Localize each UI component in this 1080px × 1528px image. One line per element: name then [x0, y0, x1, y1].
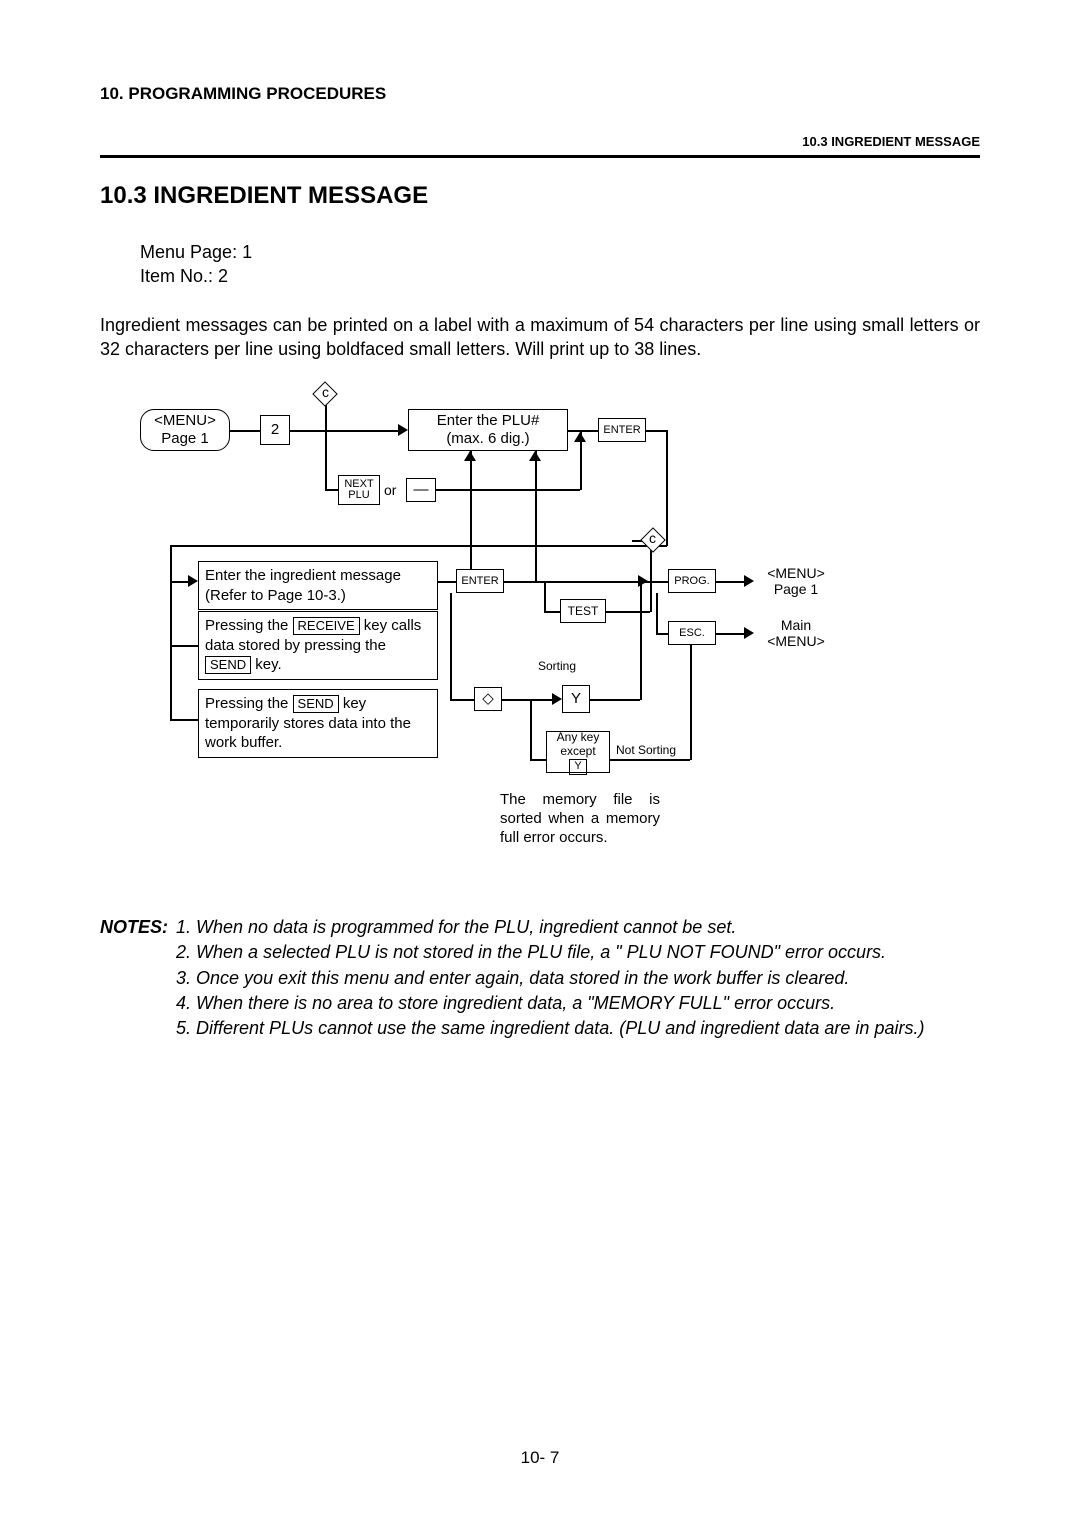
- connector: [504, 581, 544, 583]
- enter-key-box: ENTER: [598, 418, 646, 442]
- enter-ingredient-box: Enter the ingredient message (Refer to P…: [198, 561, 438, 610]
- send-msg-box: Pressing the SEND key temporarily stores…: [198, 689, 438, 758]
- main-menu-label: Main <MENU>: [756, 617, 836, 649]
- connector: [535, 451, 537, 581]
- connector: [544, 581, 668, 583]
- connector: [170, 581, 190, 583]
- connector: [530, 699, 532, 759]
- connector: [325, 430, 327, 490]
- connector: [666, 430, 668, 546]
- connector: [170, 581, 172, 721]
- flowchart: <MENU> Page 1 2 Enter the PLU# (max. 6 d…: [140, 385, 940, 885]
- arrow-icon: [529, 451, 541, 461]
- connector: [640, 581, 642, 700]
- connector: [170, 545, 172, 581]
- diamond-box: ◇: [474, 687, 502, 711]
- menu-page-line: Menu Page: 1: [140, 240, 980, 264]
- y-key-box: Y: [562, 685, 590, 713]
- receive-msg-box: Pressing the RECEIVE key calls data stor…: [198, 611, 438, 680]
- notes-block: NOTES: 1. When no data is programmed for…: [100, 915, 980, 1041]
- c-label: c: [649, 530, 656, 546]
- connector: [170, 719, 198, 721]
- anykey-line2: except: [560, 744, 595, 758]
- arrow-icon: [574, 432, 586, 442]
- connector: [530, 759, 546, 761]
- arrow-icon: [638, 575, 648, 587]
- note-item: 4. When there is no area to store ingred…: [176, 991, 924, 1016]
- key-2-box: 2: [260, 415, 290, 445]
- send-key: SEND: [293, 695, 339, 713]
- chapter-header: 10. PROGRAMMING PROCEDURES: [100, 84, 980, 104]
- sorting-label: Sorting: [538, 659, 576, 673]
- connector: [230, 430, 260, 432]
- connector: [606, 611, 650, 613]
- note-item: 1. When no data is programmed for the PL…: [176, 915, 924, 940]
- test-key-box: TEST: [560, 599, 606, 623]
- arrow-icon: [464, 451, 476, 461]
- send-key: SEND: [205, 656, 251, 674]
- connector: [290, 430, 400, 432]
- connector: [690, 645, 692, 760]
- connector: [656, 593, 658, 633]
- enter-key-box: ENTER: [456, 569, 504, 593]
- prog-key-box: PROG.: [668, 569, 716, 593]
- y-key-inline: Y: [569, 759, 586, 774]
- not-sorting-label: Not Sorting: [616, 743, 676, 757]
- connector: [170, 645, 198, 647]
- note-item: 2. When a selected PLU is not stored in …: [176, 940, 924, 965]
- c-label: c: [322, 384, 329, 400]
- connector: [716, 633, 746, 635]
- page-title: 10.3 INGREDIENT MESSAGE: [100, 182, 980, 210]
- or-label: or: [384, 482, 396, 498]
- connector: [544, 581, 546, 611]
- receive-key: RECEIVE: [293, 617, 360, 635]
- intro-paragraph: Ingredient messages can be printed on a …: [100, 313, 980, 362]
- arrow-icon: [744, 627, 754, 639]
- item-no-line: Item No.: 2: [140, 264, 980, 288]
- connector: [656, 633, 668, 635]
- anykey-line1: Any key: [557, 730, 600, 744]
- enter-plu-box: Enter the PLU# (max. 6 dig.): [408, 409, 568, 451]
- menu-page1-label: <MENU> Page 1: [756, 565, 836, 597]
- enter-ingredient-text: Enter the ingredient message (Refer to P…: [205, 567, 401, 604]
- connector: [470, 451, 472, 569]
- connector: [170, 545, 667, 547]
- notes-list: 1. When no data is programmed for the PL…: [176, 915, 924, 1041]
- connector: [502, 699, 554, 701]
- anykey-box: Any key except Y: [546, 731, 610, 773]
- connector: [450, 593, 452, 699]
- header-rule: [100, 155, 980, 158]
- dash-key-box: —: [406, 478, 436, 502]
- connector: [716, 581, 746, 583]
- arrow-icon: [398, 424, 408, 436]
- arrow-icon: [188, 575, 198, 587]
- connector: [590, 699, 640, 701]
- connector: [325, 489, 338, 491]
- menu-page1-box: <MENU> Page 1: [140, 409, 230, 451]
- connector: [450, 699, 474, 701]
- menu-info: Menu Page: 1 Item No.: 2: [140, 240, 980, 289]
- arrow-icon: [552, 693, 562, 705]
- esc-key-box: ESC.: [668, 621, 716, 645]
- notes-label: NOTES:: [100, 915, 168, 1041]
- note-item: 5. Different PLUs cannot use the same in…: [176, 1016, 924, 1041]
- text: Pressing the: [205, 695, 293, 712]
- text: key.: [251, 656, 282, 673]
- connector: [436, 489, 580, 491]
- connector: [438, 581, 456, 583]
- text: Pressing the: [205, 617, 293, 634]
- connector: [610, 759, 690, 761]
- note-item: 3. Once you exit this menu and enter aga…: [176, 966, 924, 991]
- connector: [544, 611, 560, 613]
- page-number: 10- 7: [0, 1448, 1080, 1468]
- connector: [650, 581, 652, 612]
- arrow-icon: [744, 575, 754, 587]
- next-plu-box: NEXT PLU: [338, 475, 380, 505]
- section-header: 10.3 INGREDIENT MESSAGE: [100, 134, 980, 149]
- memory-note: The memory file is sorted when a memory …: [500, 791, 660, 847]
- connector: [646, 430, 666, 432]
